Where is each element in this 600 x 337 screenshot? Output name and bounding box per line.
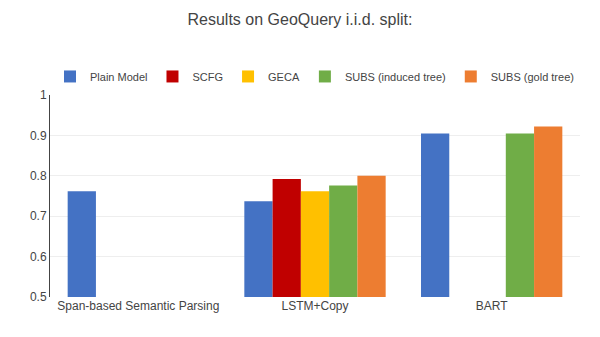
svg-text:0.5: 0.5 — [30, 290, 47, 304]
svg-text:0.9: 0.9 — [30, 129, 47, 143]
svg-text:0.6: 0.6 — [30, 250, 47, 264]
svg-text:Span-based Semantic Parsing: Span-based Semantic Parsing — [57, 299, 219, 313]
svg-text:GECA: GECA — [268, 71, 300, 83]
svg-text:Results on GeoQuery i.i.d. spl: Results on GeoQuery i.i.d. split: — [188, 11, 413, 28]
svg-text:1: 1 — [40, 88, 47, 102]
svg-text:BART: BART — [476, 299, 508, 313]
svg-text:SCFG: SCFG — [192, 71, 223, 83]
svg-text:SUBS (gold tree): SUBS (gold tree) — [491, 71, 574, 83]
svg-text:0.7: 0.7 — [30, 209, 47, 223]
svg-text:SUBS (induced tree): SUBS (induced tree) — [345, 71, 446, 83]
svg-text:0.8: 0.8 — [30, 169, 47, 183]
svg-text:LSTM+Copy: LSTM+Copy — [281, 299, 348, 313]
svg-text:Plain Model: Plain Model — [90, 71, 147, 83]
